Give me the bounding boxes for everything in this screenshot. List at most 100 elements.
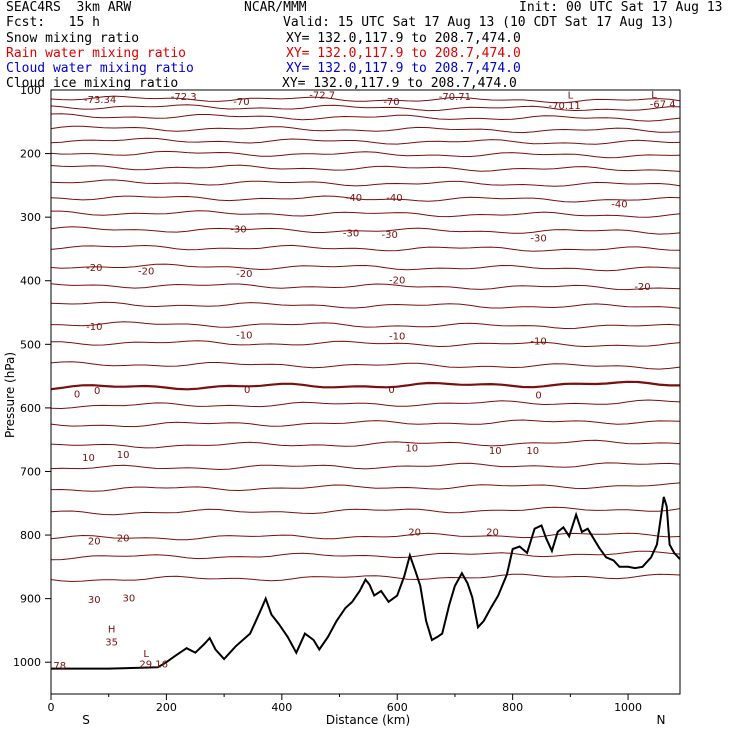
- terrain-profile: [51, 496, 681, 670]
- isotherm--40: [50, 195, 681, 203]
- y-tick-label-600: 600: [20, 402, 41, 415]
- contour-label-6: L: [568, 91, 574, 102]
- isotherm--27: [50, 244, 681, 252]
- y-tick-label-400: 400: [20, 275, 41, 288]
- isotherm-16: [50, 506, 681, 516]
- isotherm--5: [50, 361, 681, 370]
- isotherm-0: [50, 380, 680, 391]
- field-name-cloud-ice: Cloud ice mixing ratio: [6, 76, 179, 91]
- x-end-label-south: S: [82, 713, 90, 727]
- isotherm--19: [50, 283, 681, 291]
- y-tick-label-500: 500: [20, 338, 41, 351]
- x-tick-label-600: 600: [387, 701, 408, 714]
- contour-label-35: 10: [526, 446, 539, 457]
- contour-label-17: -20: [86, 263, 102, 274]
- contour-label-40: 30: [88, 595, 101, 606]
- contour-label-19: -20: [236, 269, 252, 280]
- y-axis-title: Pressure (hPa): [3, 352, 17, 438]
- x-tick-label-400: 400: [271, 701, 292, 714]
- contour-label-29: 0: [388, 385, 394, 396]
- isotherm--8: [50, 340, 681, 348]
- isotherm--12: [50, 321, 681, 330]
- contour-label-45: 29.16: [139, 660, 168, 671]
- y-tick-label-1000: 1000: [13, 656, 41, 669]
- isotherm--54: [50, 150, 681, 159]
- contour-label-32: 10: [117, 450, 130, 461]
- isotherm-24: [50, 550, 681, 561]
- contour-label-41: 30: [123, 594, 136, 605]
- x-tick-label-800: 800: [502, 701, 523, 714]
- contour-label-26: 0: [74, 389, 80, 400]
- field-name-cloud-water: Cloud water mixing ratio: [6, 61, 194, 76]
- contour-label-27: 0: [94, 386, 100, 397]
- contour-label-7: -70.11: [548, 101, 580, 112]
- contour-label-13: -30: [230, 225, 246, 236]
- contour-label-33: 10: [405, 443, 418, 454]
- contour-label-44: L: [143, 649, 149, 660]
- isotherm--23: [50, 263, 681, 272]
- isotherm--16: [50, 301, 681, 309]
- contour-label-4: -70: [383, 97, 399, 108]
- x-tick-label-200: 200: [156, 701, 177, 714]
- y-tick-label-900: 900: [20, 593, 41, 606]
- contour-label-10: -40: [346, 193, 362, 204]
- isotherm--36: [51, 210, 681, 218]
- isotherm--2: [50, 399, 681, 410]
- contour-label-46: 78: [53, 661, 66, 672]
- contour-label-30: 0: [535, 391, 541, 402]
- y-tick-label-800: 800: [20, 529, 41, 542]
- isotherm--49: [50, 164, 681, 172]
- contour-label-23: -10: [236, 330, 252, 341]
- isotherm-7: [50, 462, 681, 471]
- y-tick-label-100: 100: [20, 84, 41, 97]
- field-xy-rain: XY= 132.0,117.9 to 208.7,474.0: [286, 46, 521, 61]
- isotherm--59: [50, 137, 681, 145]
- contour-label-9: -67.4: [650, 100, 676, 111]
- contour-label-3: -72.7: [309, 91, 335, 102]
- init-time: Init: 00 UTC Sat 17 Aug 13: [519, 0, 723, 15]
- contour-labels: -73.34 -72.3 -70-72.7-70 -70.71 L-70.11L-67.…: [53, 90, 675, 672]
- contour-label-5: -70.71: [439, 92, 471, 103]
- contour-label-8: L: [651, 90, 657, 101]
- contour-label-39: 20: [486, 527, 499, 538]
- contour-label-38: 20: [408, 527, 421, 538]
- isotherm--31: [50, 226, 681, 235]
- contour-label-16: -30: [530, 234, 546, 245]
- field-name-snow: Snow mixing ratio: [6, 31, 140, 46]
- contour-label-25: -10: [530, 337, 546, 348]
- isotherm-4: [50, 439, 681, 449]
- isotherm-11: [50, 482, 681, 492]
- contour-label-12: -40: [611, 199, 627, 210]
- isotherm--67: [50, 113, 681, 122]
- contour-label-34: 10: [489, 446, 502, 457]
- contour-label-2: -70: [233, 97, 249, 108]
- field-xy-cloud-ice: XY= 132.0,117.9 to 208.7,474.0: [282, 76, 517, 91]
- contour-label-20: -20: [389, 276, 405, 287]
- isotherm--63: [50, 125, 681, 134]
- terrain-line: [51, 496, 681, 670]
- contour-label-42: H: [108, 625, 116, 636]
- isotherm-contours: [50, 95, 681, 583]
- x-end-label-north: N: [657, 713, 666, 727]
- isotherm--72: [50, 95, 681, 104]
- contour-label-36: 20: [88, 536, 101, 547]
- field-name-rain: Rain water mixing ratio: [6, 46, 187, 61]
- contour-label-28: 0: [244, 385, 250, 396]
- x-axis-title: Distance (km): [326, 713, 410, 727]
- contour-label-37: 20: [117, 534, 130, 545]
- contour-label-22: -10: [86, 322, 102, 333]
- y-tick-label-700: 700: [20, 465, 41, 478]
- isotherm--44: [50, 179, 681, 187]
- isotherm-31: [50, 573, 681, 583]
- valid-time: Valid: 15 UTC Sat 17 Aug 13 (10 CDT Sat …: [283, 15, 675, 30]
- contour-label-24: -10: [389, 332, 405, 343]
- contour-label-11: -40: [386, 193, 402, 204]
- field-xy-snow: XY= 132.0,117.9 to 208.7,474.0: [286, 31, 521, 46]
- isotherm--70: [50, 104, 680, 112]
- contour-label-0: -73.34: [84, 95, 116, 106]
- x-tick-label-1000: 1000: [614, 701, 642, 714]
- model-title: SEAC4RS 3km ARW: [6, 0, 132, 15]
- y-tick-label-300: 300: [20, 211, 41, 224]
- forecast-hour: Fcst: 15 h: [6, 15, 100, 30]
